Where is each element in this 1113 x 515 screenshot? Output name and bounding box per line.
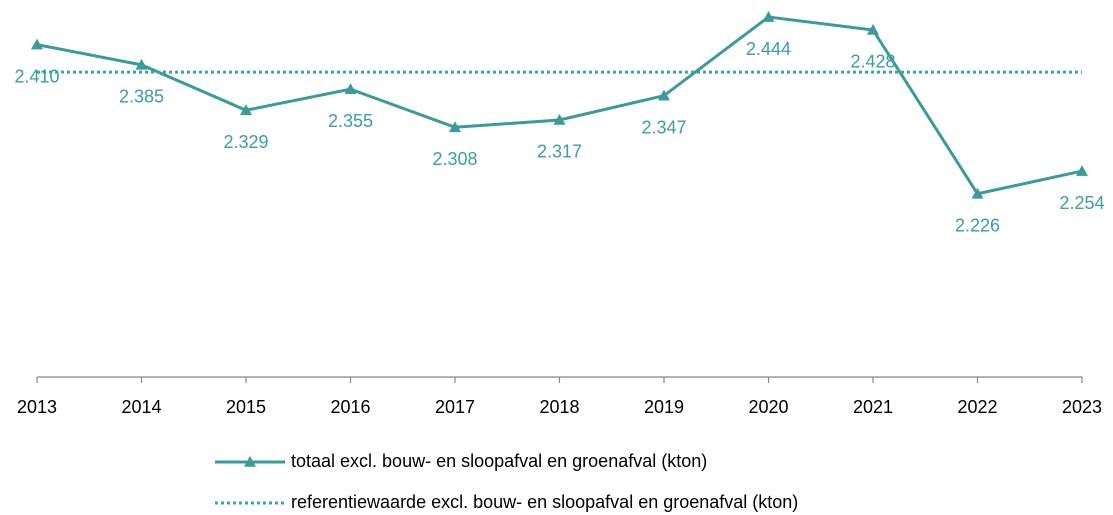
- x-tick-label: 2017: [435, 397, 475, 417]
- x-tick-label: 2019: [644, 397, 684, 417]
- data-label: 2.308: [432, 149, 477, 169]
- data-label: 2.444: [746, 39, 791, 59]
- legend-label: totaal excl. bouw- en sloopafval en groe…: [291, 451, 707, 471]
- legend-marker: [244, 456, 256, 467]
- data-label: 2.347: [641, 117, 686, 137]
- data-point: [240, 104, 252, 116]
- data-label: 2.385: [119, 87, 164, 107]
- data-label: 2.329: [223, 132, 268, 152]
- data-point: [344, 83, 357, 94]
- data-point: [1076, 165, 1088, 176]
- data-point: [658, 89, 670, 101]
- data-point: [135, 58, 148, 70]
- x-tick-label: 2014: [121, 397, 161, 417]
- data-label: 2.317: [537, 142, 582, 162]
- data-point: [31, 38, 43, 50]
- x-tick-label: 2022: [957, 397, 997, 417]
- data-label: 2.254: [1059, 193, 1104, 213]
- data-point: [449, 121, 461, 133]
- data-point: [867, 23, 879, 35]
- x-tick-label: 2020: [748, 397, 788, 417]
- data-line: [36, 15, 1083, 196]
- data-point: [553, 113, 566, 125]
- x-tick-label: 2013: [17, 397, 57, 417]
- x-tick-label: 2018: [539, 397, 579, 417]
- data-label: 2.410: [14, 66, 59, 86]
- data-label: 2.355: [328, 111, 373, 131]
- x-tick-label: 2016: [330, 397, 370, 417]
- data-label: 2.226: [955, 216, 1000, 236]
- x-tick-label: 2015: [226, 397, 266, 417]
- legend-label: referentiewaarde excl. bouw- en sloopafv…: [291, 492, 798, 512]
- data-point: [971, 187, 984, 199]
- x-tick-label: 2023: [1062, 397, 1102, 417]
- data-label: 2.428: [850, 52, 895, 72]
- x-tick-label: 2021: [853, 397, 893, 417]
- data-point: [762, 11, 775, 22]
